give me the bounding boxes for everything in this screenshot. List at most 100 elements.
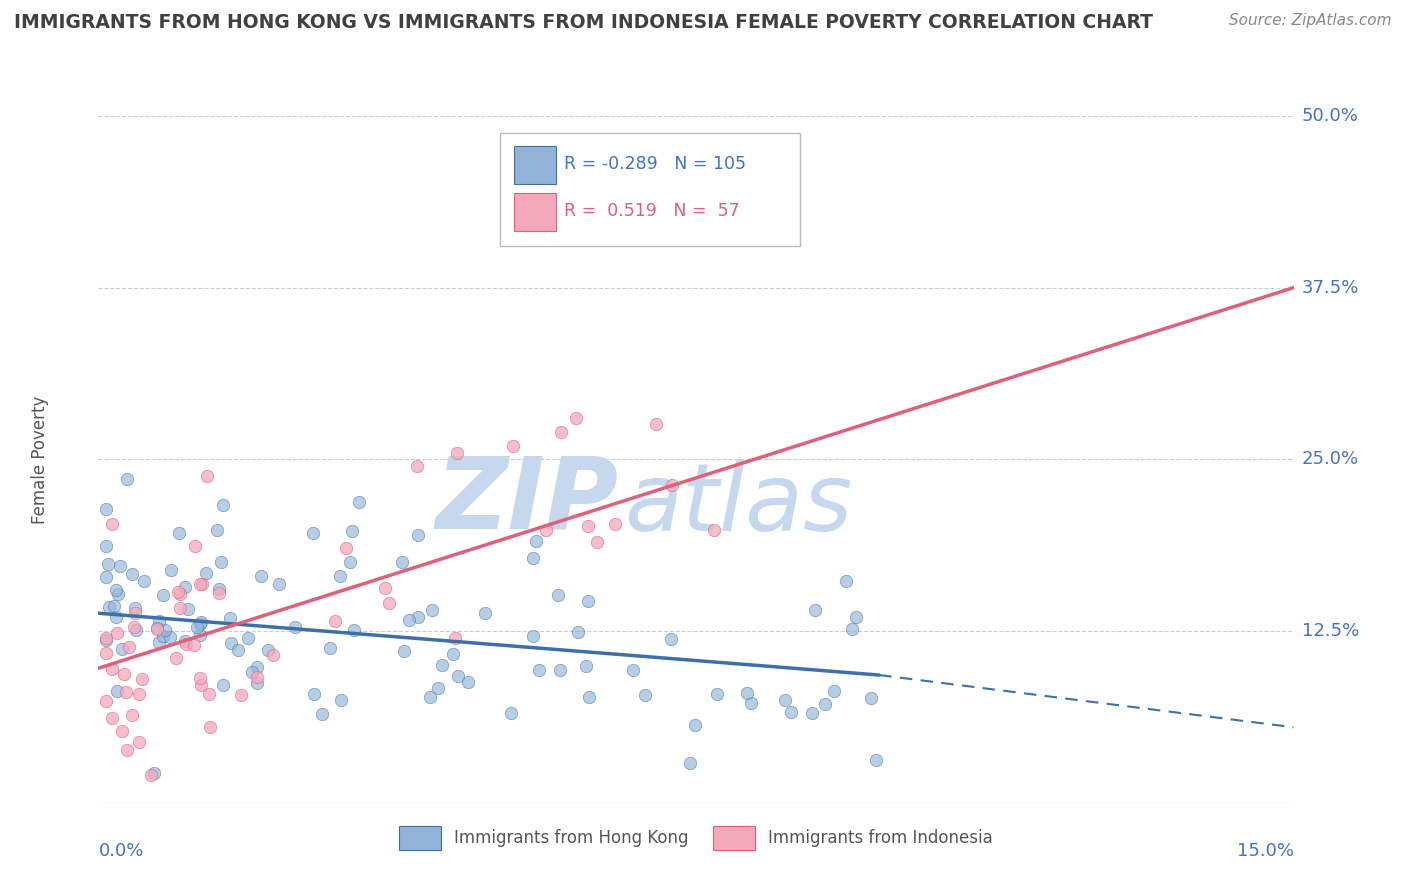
Point [125, 623, 148, 637]
Point [184, 540, 207, 554]
Point [406, 528, 429, 542]
Point [148, 634, 170, 648]
Point [96, 539, 118, 553]
Point [257, 643, 280, 657]
Point [128, 687, 150, 701]
Point [835, 574, 858, 588]
Point [148, 614, 170, 628]
Point [529, 663, 551, 677]
Text: 25.0%: 25.0% [1302, 450, 1360, 468]
Point [444, 631, 467, 645]
Point [198, 688, 221, 702]
Point [406, 459, 429, 474]
Text: 50.0%: 50.0% [1302, 107, 1358, 125]
Point [634, 688, 657, 702]
Point [311, 706, 333, 721]
Point [603, 516, 626, 531]
Point [153, 623, 176, 637]
Point [499, 706, 522, 720]
Point [740, 696, 762, 710]
Point [703, 523, 725, 537]
Point [659, 632, 682, 646]
Point [419, 690, 441, 704]
Point [152, 588, 174, 602]
Point [205, 524, 228, 538]
Point [347, 495, 370, 509]
Point [103, 599, 125, 614]
Point [242, 665, 264, 680]
Point [567, 625, 589, 640]
Point [169, 600, 191, 615]
Text: Female Poverty: Female Poverty [31, 395, 49, 524]
Point [219, 636, 242, 650]
Point [262, 648, 284, 662]
Point [550, 663, 572, 677]
Point [394, 644, 416, 658]
Point [228, 642, 250, 657]
Text: ZIP: ZIP [436, 452, 619, 549]
Point [644, 417, 666, 432]
Point [575, 659, 598, 673]
Point [329, 568, 352, 582]
Text: R = -0.289   N = 105: R = -0.289 N = 105 [564, 155, 747, 173]
Point [191, 576, 214, 591]
Point [128, 735, 150, 749]
Point [111, 641, 134, 656]
Point [111, 723, 134, 738]
Point [374, 581, 396, 595]
Point [219, 611, 242, 625]
Point [160, 563, 183, 577]
Point [146, 621, 169, 635]
Point [115, 472, 138, 486]
Point [146, 623, 169, 637]
Point [457, 674, 479, 689]
Point [212, 499, 235, 513]
Point [586, 534, 609, 549]
Point [166, 584, 188, 599]
Point [841, 623, 863, 637]
Point [104, 582, 127, 597]
Point [628, 178, 651, 192]
Point [190, 615, 212, 630]
Point [661, 478, 683, 492]
Point [267, 577, 290, 591]
Text: Source: ZipAtlas.com: Source: ZipAtlas.com [1229, 13, 1392, 29]
Point [124, 606, 146, 620]
Point [329, 692, 352, 706]
Point [174, 634, 197, 648]
Point [105, 610, 128, 624]
Point [340, 524, 363, 538]
Text: R =  0.519   N =  57: R = 0.519 N = 57 [564, 202, 740, 220]
Point [534, 523, 557, 537]
Point [118, 640, 141, 655]
Point [121, 567, 143, 582]
Point [865, 752, 887, 766]
Point [188, 628, 211, 642]
Point [188, 616, 211, 631]
Point [186, 620, 208, 634]
Point [107, 587, 129, 601]
Point [250, 569, 273, 583]
Point [576, 519, 599, 533]
Point [96, 631, 118, 645]
Point [319, 640, 342, 655]
Point [98, 599, 121, 614]
Point [96, 694, 118, 708]
Point [124, 600, 146, 615]
Point [323, 615, 346, 629]
Point [105, 684, 128, 698]
Point [112, 667, 135, 681]
Point [420, 603, 443, 617]
Point [174, 637, 197, 651]
Point [522, 629, 544, 643]
Point [522, 550, 544, 565]
Text: atlas: atlas [624, 458, 852, 549]
Point [565, 411, 588, 425]
Point [550, 425, 572, 439]
Point [208, 586, 231, 600]
Point [845, 610, 868, 624]
Point [97, 557, 120, 571]
Point [159, 630, 181, 644]
Point [177, 602, 200, 616]
Point [430, 658, 453, 673]
